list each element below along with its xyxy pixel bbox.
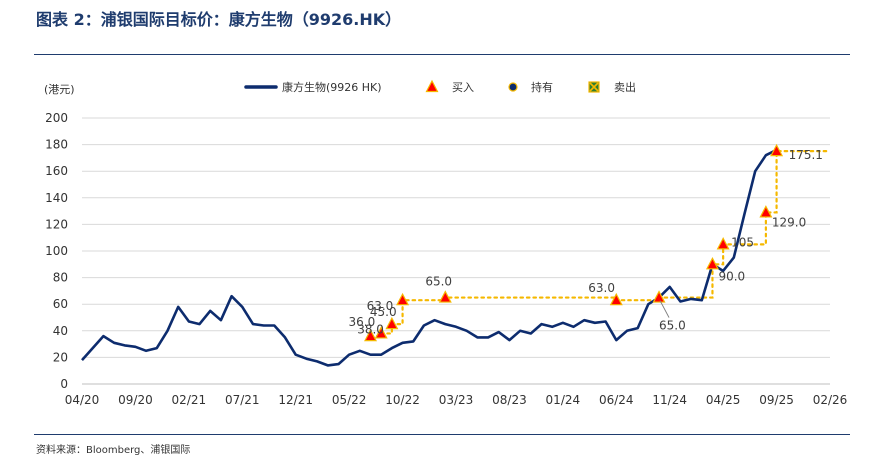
y-tick-label: 120 (45, 217, 68, 231)
target-price-steps (369, 150, 832, 338)
buy-marker (716, 237, 730, 250)
legend-sell-cross (589, 82, 599, 92)
target-price-label: 63.0 (367, 299, 394, 313)
target-price-label: 175.1 (789, 148, 823, 162)
y-tick-label: 140 (45, 191, 68, 205)
x-tick-label: 09/25 (759, 393, 794, 407)
target-price-label: 65.0 (425, 275, 452, 289)
buy-marker (438, 290, 452, 303)
x-tick-label: 02/26 (813, 393, 848, 407)
legend-label-hold: 持有 (531, 80, 553, 94)
x-tick-label: 04/25 (706, 393, 741, 407)
y-tick-label: 200 (45, 111, 68, 125)
buy-marker (374, 326, 388, 339)
label-leader-line (659, 300, 670, 318)
legend-hold-marker (508, 82, 518, 92)
legend-label-sell: 卖出 (614, 80, 636, 94)
x-tick-label: 06/24 (599, 393, 634, 407)
x-tick-label: 02/21 (172, 393, 207, 407)
y-tick-label: 160 (45, 164, 68, 178)
y-tick-label: 180 (45, 138, 68, 152)
gridlines (82, 117, 830, 358)
bottom-rule (34, 434, 850, 435)
rating-markers (364, 143, 784, 342)
x-tick-label: 12/21 (278, 393, 313, 407)
target-price-label: 129.0 (772, 215, 806, 229)
target-price-label: 105 (731, 235, 754, 249)
y-tick-label: 60 (53, 297, 68, 311)
x-tick-label: 07/21 (225, 393, 260, 407)
y-tick-label: 20 (53, 350, 68, 364)
chart-legend: 康方生物(9926 HK) 买入 持有 卖出 (244, 79, 636, 94)
target-price-step-line (369, 150, 832, 338)
price-series-line (81, 148, 778, 367)
buy-marker (759, 205, 773, 218)
y-tick-label: 0 (60, 377, 68, 391)
target-price-label: 90.0 (718, 269, 745, 283)
target-price-label: 38.0 (357, 322, 384, 336)
x-tick-label: 04/20 (65, 393, 100, 407)
buy-marker (609, 292, 623, 306)
legend-label-buy: 买入 (452, 81, 474, 94)
legend-sell-marker (588, 81, 600, 93)
y-axis-label: (港元) (44, 83, 75, 96)
x-tick-label: 05/22 (332, 393, 367, 407)
top-rule (34, 54, 850, 55)
x-axis-ticks: 04/20 09/20 02/21 07/21 12/21 05/22 10/22 03/23… (65, 393, 848, 407)
buy-marker (396, 292, 410, 306)
x-tick-label: 01/24 (546, 393, 581, 407)
buy-marker (652, 290, 666, 303)
x-tick-label: 10/22 (385, 393, 420, 407)
legend-buy-marker (425, 79, 439, 93)
buy-marker (705, 257, 719, 270)
y-tick-label: 80 (53, 271, 68, 285)
target-price-label: 45.0 (370, 305, 397, 319)
target-price-labels: 36.038.045.063.065.0 63.065.090.0105129.0… (349, 148, 823, 336)
y-tick-label: 40 (53, 324, 68, 338)
source-note: 资料来源：Bloomberg、浦银国际 (36, 445, 191, 456)
x-tick-label: 08/23 (492, 393, 527, 407)
target-price-label: 65.0 (659, 319, 686, 333)
target-price-label: 36.0 (349, 315, 376, 329)
legend-label-price: 康方生物(9926 HK) (282, 80, 382, 94)
x-tick-label: 03/23 (439, 393, 474, 407)
buy-marker (425, 79, 439, 93)
buy-marker (364, 328, 378, 342)
figure-title: 图表 2：浦银国际目标价：康方生物（9926.HK） (36, 10, 402, 29)
x-tick-label: 09/20 (118, 393, 153, 407)
y-axis-ticks: 0 20 40 60 80 100 120 140 160 180 200 (45, 111, 68, 391)
y-tick-label: 100 (45, 244, 68, 258)
target-price-label: 63.0 (588, 281, 615, 295)
buy-marker (770, 143, 784, 157)
buy-marker (385, 316, 399, 330)
x-tick-label: 11/24 (652, 393, 687, 407)
